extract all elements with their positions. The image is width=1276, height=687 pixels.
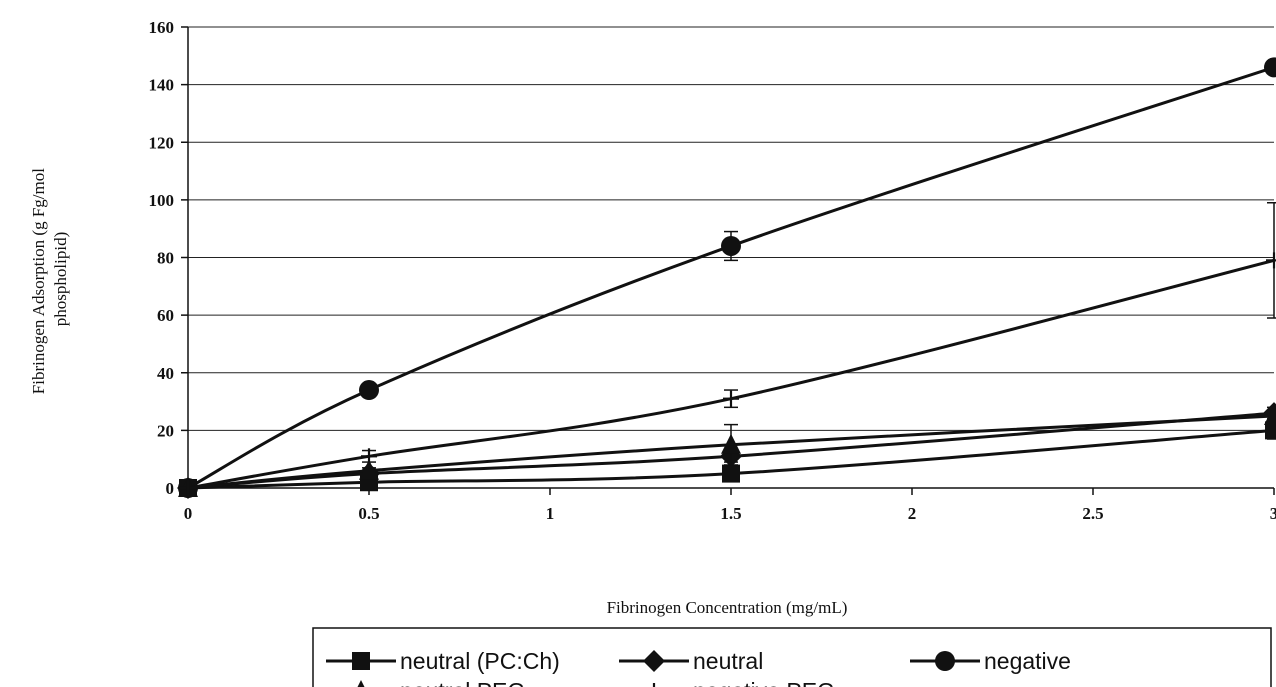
legend-label-3: neutral PEG <box>400 678 525 687</box>
x-tick-label-6: 3 <box>1270 504 1276 523</box>
legend-marker-2 <box>935 651 955 671</box>
data-point-0-2 <box>722 464 740 483</box>
legend-item-4: negative PEG <box>652 678 835 687</box>
y-tick-label-4: 80 <box>157 249 174 268</box>
legend-items: neutral (PC:Ch) neutral negative neutral PE… <box>326 648 1071 687</box>
legend-item-0: neutral (PC:Ch) <box>326 648 560 674</box>
data-point-3-2 <box>721 433 741 454</box>
series-2 <box>178 57 1276 498</box>
series-line-4 <box>187 258 1275 490</box>
y-tick-label-5: 100 <box>149 191 175 210</box>
y-tick-label-2: 40 <box>157 364 174 383</box>
x-tick-label-2: 1 <box>546 504 555 523</box>
legend-marker-0 <box>352 652 370 670</box>
legend-marker-4 <box>652 683 656 687</box>
data-point-2-1 <box>359 380 379 401</box>
y-tick-label-3: 60 <box>157 306 174 325</box>
data-point-2-3 <box>1264 57 1276 78</box>
legend-label-0: neutral (PC:Ch) <box>400 648 560 674</box>
legend: neutral (PC:Ch) neutral negative neutral PE… <box>312 627 1272 687</box>
y-axis-label-line-2: phospholipid) <box>51 232 70 326</box>
y-tick-label-6: 120 <box>149 133 175 152</box>
x-axis-label: Fibrinogen Concentration (mg/mL) <box>607 598 848 617</box>
y-tick-label-1: 20 <box>157 421 174 440</box>
series-line-2 <box>187 65 1275 490</box>
y-tick-label-7: 140 <box>149 76 175 95</box>
legend-item-1: neutral <box>619 648 763 674</box>
data-series <box>177 57 1276 499</box>
series-4 <box>180 202 1276 496</box>
x-tick-label-5: 2.5 <box>1082 504 1103 523</box>
series-line-3 <box>187 414 1275 490</box>
data-point-0-3 <box>1265 421 1276 440</box>
legend-label-4: negative PEG <box>693 678 835 687</box>
x-tick-label-3: 1.5 <box>720 504 741 523</box>
x-tick-label-1: 0.5 <box>358 504 379 523</box>
y-axis-label-line-1: Fibrinogen Adsorption (g Fg/mol <box>29 168 48 394</box>
data-point-4-3 <box>1266 252 1276 269</box>
legend-item-3: neutral PEG <box>357 678 525 687</box>
data-point-2-2 <box>721 235 741 256</box>
data-point-4-0 <box>180 480 196 496</box>
tick-labels: 0 20 40 60 80 100 120 140 160 0 0.5 1 1.5 2 2.5 3 <box>149 18 1276 523</box>
y-tick-label-0: 0 <box>166 479 175 498</box>
y-tick-label-8: 160 <box>149 18 175 37</box>
legend-box <box>312 627 1272 687</box>
y-axis-label: Fibrinogen Adsorption (g Fg/mol phosphol… <box>29 164 70 394</box>
data-point-4-1 <box>361 448 377 465</box>
legend-marker-1 <box>643 650 665 672</box>
legend-marker-3 <box>357 680 365 687</box>
series-line-0 <box>187 428 1275 490</box>
gridlines <box>188 26 1274 431</box>
data-point-4-2 <box>723 390 739 407</box>
data-point-3-3 <box>1264 404 1276 425</box>
x-tick-label-4: 2 <box>908 504 917 523</box>
legend-label-1: neutral <box>693 648 763 674</box>
x-tick-label-0: 0 <box>184 504 193 523</box>
legend-item-2: negative <box>910 648 1071 674</box>
data-point-3-1 <box>359 459 379 480</box>
legend-label-2: negative <box>984 648 1071 674</box>
